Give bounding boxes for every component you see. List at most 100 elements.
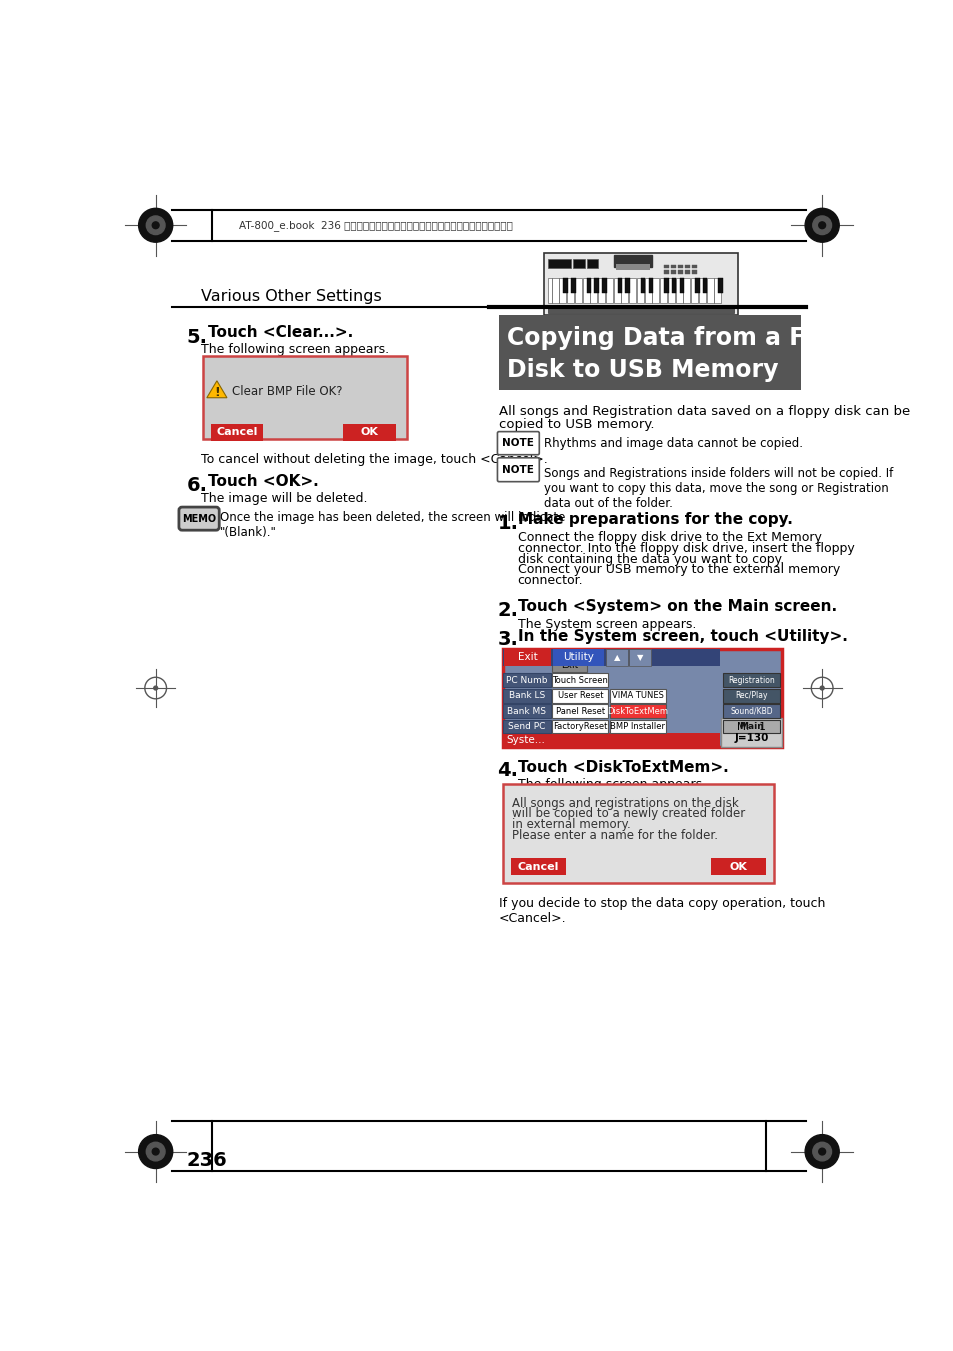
Text: In the System screen, touch <Utility>.: In the System screen, touch <Utility>. — [517, 628, 846, 643]
Text: MEMO: MEMO — [182, 513, 216, 524]
Bar — [552, 673, 608, 688]
Text: Bank MS: Bank MS — [507, 707, 546, 716]
Bar — [571, 278, 575, 293]
Bar — [691, 265, 697, 269]
Text: The following screen appears.: The following screen appears. — [517, 778, 705, 792]
Bar — [678, 270, 682, 274]
Bar — [722, 689, 780, 703]
Circle shape — [146, 1142, 165, 1161]
Bar — [682, 278, 690, 303]
Bar — [710, 858, 765, 875]
Bar — [722, 720, 780, 734]
FancyBboxPatch shape — [497, 431, 538, 455]
Text: DiskToExtMem: DiskToExtMem — [607, 707, 667, 716]
Text: Touch <OK>.: Touch <OK>. — [208, 474, 319, 489]
FancyBboxPatch shape — [497, 458, 538, 482]
Text: disk containing the data you want to copy.: disk containing the data you want to cop… — [517, 553, 783, 566]
Text: Panel Reset: Panel Reset — [556, 707, 604, 716]
Bar — [504, 648, 550, 666]
Text: copied to USB memory.: copied to USB memory. — [498, 417, 654, 431]
Text: 1.: 1. — [497, 513, 517, 534]
Bar — [609, 720, 665, 734]
Bar — [624, 278, 629, 293]
Bar — [699, 278, 705, 303]
Bar — [498, 315, 801, 390]
Bar — [547, 259, 571, 269]
Circle shape — [818, 1148, 824, 1155]
Bar — [667, 278, 674, 303]
Text: PC Numb: PC Numb — [506, 676, 547, 685]
Text: connector.: connector. — [517, 574, 582, 588]
Circle shape — [812, 216, 831, 235]
Text: NOTE: NOTE — [502, 465, 534, 474]
Circle shape — [153, 686, 157, 690]
Bar — [567, 278, 574, 303]
Bar — [670, 265, 676, 269]
Bar — [640, 278, 645, 293]
Bar — [502, 720, 550, 734]
Text: The following screen appears.: The following screen appears. — [200, 343, 388, 357]
Text: connector. Into the floppy disk drive, insert the floppy: connector. Into the floppy disk drive, i… — [517, 542, 854, 555]
Text: Touch <DiskToExtMem>.: Touch <DiskToExtMem>. — [517, 759, 727, 774]
Bar — [637, 278, 643, 303]
Text: Rhythms and image data cannot be copied.: Rhythms and image data cannot be copied. — [543, 436, 802, 450]
Text: Touch <System> on the Main screen.: Touch <System> on the Main screen. — [517, 600, 836, 615]
Text: Utility: Utility — [563, 653, 594, 662]
Bar — [629, 648, 650, 666]
Text: Touch <Clear...>.: Touch <Clear...>. — [208, 326, 354, 340]
Text: Touch Screen: Touch Screen — [552, 676, 608, 685]
Bar — [684, 270, 690, 274]
Text: Registration: Registration — [727, 676, 774, 685]
Bar — [629, 278, 636, 303]
Circle shape — [138, 208, 172, 242]
Text: Cancel: Cancel — [216, 427, 257, 438]
Bar — [502, 704, 550, 719]
Text: ▼: ▼ — [637, 653, 642, 662]
Bar — [620, 278, 628, 303]
Text: 6.: 6. — [187, 477, 208, 496]
Text: 3.: 3. — [497, 631, 517, 650]
Bar — [722, 704, 780, 719]
Bar — [616, 263, 649, 270]
Circle shape — [138, 1135, 172, 1169]
Bar — [211, 424, 263, 440]
Bar — [718, 278, 722, 293]
Text: User Reset: User Reset — [558, 692, 602, 700]
Bar — [663, 265, 669, 269]
Bar — [586, 278, 591, 293]
Bar — [502, 673, 550, 688]
Bar — [552, 659, 586, 671]
Text: Connect the floppy disk drive to the Ext Memory: Connect the floppy disk drive to the Ext… — [517, 531, 821, 544]
Text: 5.: 5. — [187, 328, 208, 347]
Bar — [648, 278, 653, 293]
Bar — [590, 278, 597, 303]
Bar — [573, 259, 584, 269]
Bar — [552, 720, 608, 734]
Bar — [722, 673, 780, 688]
Text: OK: OK — [729, 862, 746, 871]
Bar — [594, 278, 598, 293]
Bar — [605, 648, 627, 666]
Text: Please enter a name for the folder.: Please enter a name for the folder. — [512, 830, 718, 842]
Bar — [552, 689, 608, 703]
Circle shape — [804, 208, 839, 242]
Circle shape — [820, 686, 823, 690]
Bar — [644, 278, 651, 303]
Bar — [552, 704, 608, 719]
Text: 2.: 2. — [497, 601, 517, 620]
Text: Main: Main — [739, 721, 763, 731]
Bar — [678, 265, 682, 269]
Bar — [706, 278, 713, 303]
Circle shape — [804, 1135, 839, 1169]
Bar — [652, 278, 659, 303]
Bar — [659, 278, 666, 303]
Bar — [617, 278, 621, 293]
Bar — [663, 278, 668, 293]
Bar — [691, 278, 698, 303]
Text: Sound/KBD: Sound/KBD — [730, 707, 772, 716]
Circle shape — [152, 1148, 159, 1155]
Text: Disk to USB Memory: Disk to USB Memory — [506, 358, 778, 382]
Text: Make preparations for the copy.: Make preparations for the copy. — [517, 512, 792, 527]
Polygon shape — [207, 381, 227, 397]
Text: FactoryReset: FactoryReset — [553, 721, 607, 731]
